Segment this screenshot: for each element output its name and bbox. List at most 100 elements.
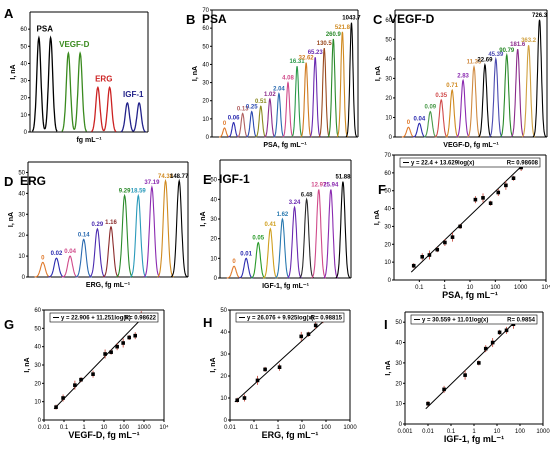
panel-a-ytick-label: 40 [20, 61, 27, 67]
panel-b-peak-label: 260.9 [326, 32, 342, 38]
panel-f-ytick-label: 30 [384, 224, 391, 230]
panel-a-ytick-label: 20 [20, 96, 27, 102]
panel-g-xtick-label: 0.1 [60, 425, 69, 431]
panel-label-c: C [373, 12, 383, 27]
panel-b-ylabel: I, nA [192, 66, 199, 81]
panel-h-xtick-label: 100 [321, 425, 332, 431]
panel-a-series-line [120, 101, 146, 133]
panel-d-ytick-label: 50 [18, 170, 25, 176]
panel-i-data-point [442, 387, 446, 392]
panel-c-peak-label: 2.83 [457, 73, 469, 79]
panel-g-xtick-label: 0.01 [38, 425, 50, 431]
panel-c-peak [401, 126, 415, 138]
panel-c-peak [456, 78, 470, 138]
panel-e-ytick-label: 10 [210, 256, 217, 262]
panel-i-xtick-label: 0.001 [397, 429, 413, 435]
panel-f-data-point [427, 253, 432, 257]
panel-c-peak [434, 98, 448, 138]
panel-b-ytick-label: 10 [202, 117, 209, 123]
panel-b-peak-label: 2.04 [273, 86, 285, 92]
panel-f-data-point [481, 196, 485, 200]
panel-d-peak [170, 178, 188, 278]
panel-i-xlabel: IGF-1, fg mL⁻¹ [444, 434, 504, 444]
panel-a-series-line [91, 86, 117, 133]
panel-b-peak-label: 1.02 [264, 92, 276, 98]
panel-c-ytick-label: 0 [389, 135, 393, 141]
panel-g-xtick-label: 10⁴ [159, 424, 169, 431]
panel-c-ylabel: I, nA [375, 66, 382, 81]
panel-i-fit-line [425, 321, 516, 410]
panel-c-ytick-label: 30 [385, 76, 392, 82]
panel-f-ytick-label: 70 [384, 153, 391, 159]
panel-b-peak [318, 47, 330, 138]
panel-g-data-point [54, 405, 58, 409]
panel-e-peak-label: 0.41 [265, 222, 277, 228]
panel-a-ytick-label: 60 [20, 27, 27, 33]
panel-e-ytick-label: 20 [210, 237, 217, 243]
panel-label-e: E [203, 172, 212, 187]
panel-f-ytick-label: 20 [384, 242, 391, 248]
panel-d-peak [129, 193, 147, 278]
panel-g-data-point [103, 352, 107, 356]
panel-c-peak-label: 0.71 [446, 83, 458, 89]
panel-e-peak [238, 257, 254, 279]
panel-b-peak-label: 0.13 [237, 106, 249, 112]
panel-g-ytick-label: 30 [34, 363, 41, 369]
panel-e-peak-label: 0.05 [252, 236, 264, 242]
panel-i-ytick-label: 0 [399, 422, 403, 428]
panel-c-peak-label: 363.2 [521, 38, 537, 44]
panel-i-data-point [463, 373, 467, 377]
panel-c-peak-label: 726.3 [532, 13, 548, 19]
panel-a-ytick-label: 50 [20, 44, 27, 50]
panel-f-ytick-label: 40 [384, 207, 391, 213]
panel-d-xlabel: ERG, fg mL⁻¹ [86, 282, 131, 289]
panel-g-xtick-label: 100 [119, 425, 130, 431]
panel-h-data-point [299, 334, 304, 339]
panel-f-data-point [443, 240, 447, 245]
panel-f-data-point [473, 197, 478, 202]
panel-g-ytick-label: 50 [34, 326, 41, 332]
panel-e-peak-label: 0 [232, 259, 236, 265]
panel-e-peak [323, 189, 339, 279]
panel-d-peak-label: 9.29 [119, 188, 131, 194]
panel-i-ytick-label: 20 [395, 381, 402, 387]
panel-c-peak-label: 0 [407, 120, 411, 126]
panel-g-data-point [109, 350, 113, 354]
panel-b-ytick-label: 70 [202, 8, 209, 14]
panel-b-ytick-label: 60 [202, 26, 209, 32]
panel-h-ytick-label: 30 [220, 352, 227, 358]
panel-b-peak-label: 0.51 [255, 99, 267, 105]
panel-e-peak [262, 227, 278, 279]
panel-e-peak-label: 3.24 [289, 200, 301, 206]
panel-g-data-point [115, 344, 119, 349]
panel-b-peak [227, 121, 240, 138]
panel-a-ytick-label: 30 [20, 79, 27, 85]
panel-f-data-point [450, 235, 455, 239]
panel-c-peak-label: 0.04 [414, 116, 426, 122]
panel-c-peak [423, 110, 437, 138]
panel-b-peak [255, 105, 267, 138]
panel-h-xtick-label: 0.1 [250, 425, 259, 431]
panel-g-ytick-label: 60 [34, 308, 41, 314]
panel-h-legend-box [235, 312, 345, 323]
panel-g-data-point [91, 372, 95, 376]
panel-h-data-point [255, 378, 260, 383]
panel-b-peak [282, 81, 294, 138]
panel-b-peak-label: 0.06 [228, 115, 240, 121]
panel-b-peak [336, 31, 349, 138]
panel-e-peak [299, 197, 315, 279]
panel-i-xtick-label: 0.01 [422, 429, 434, 435]
panel-h-equation: y = 26.076 + 9.925log(x) [247, 316, 314, 322]
panel-d-peak-label: 74.38 [158, 174, 174, 180]
panel-f-data-point [496, 190, 501, 195]
panel-f-data-point [420, 254, 425, 259]
panel-c-peak-label: 22.69 [477, 58, 493, 64]
panel-label-b: B [186, 12, 195, 27]
panel-h-xlabel: ERG, fg mL⁻¹ [262, 430, 319, 440]
panel-c-peak [412, 122, 426, 138]
panel-c-peak-label: 90.79 [499, 48, 515, 54]
panel-g-data-point [133, 333, 138, 338]
panel-c-peak-label: 45.39 [488, 52, 504, 58]
panel-label-d: D [4, 174, 13, 189]
panel-i-legend-box [410, 314, 538, 325]
